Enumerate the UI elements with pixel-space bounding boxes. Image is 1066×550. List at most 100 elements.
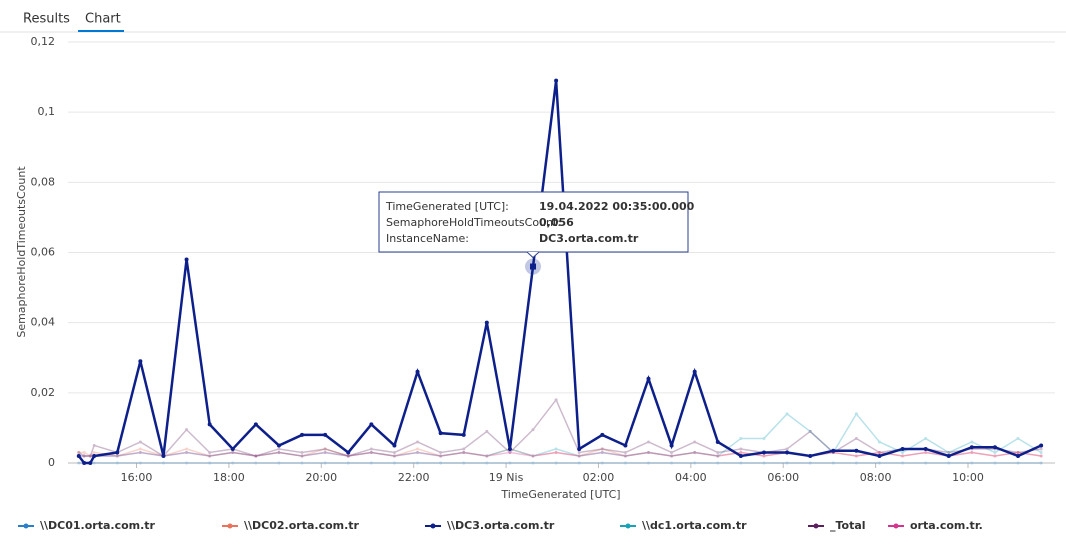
point	[600, 432, 605, 437]
tab[interactable]: Chart	[85, 12, 121, 27]
legend-dot	[430, 523, 436, 529]
point	[300, 461, 304, 465]
point	[277, 461, 281, 465]
x-tick-label: 19 Nis	[489, 471, 524, 484]
point	[531, 454, 535, 458]
point	[854, 461, 858, 465]
point	[485, 454, 489, 458]
tab[interactable]: Results	[23, 12, 70, 27]
point	[300, 450, 304, 454]
point	[461, 432, 466, 437]
point	[346, 461, 350, 465]
point	[277, 450, 281, 454]
point	[439, 461, 443, 465]
point	[762, 436, 766, 440]
legend-label: orta.com.tr.	[910, 519, 983, 532]
point	[808, 461, 812, 465]
point	[646, 461, 650, 465]
point	[993, 454, 997, 458]
point	[346, 454, 350, 458]
point	[924, 461, 928, 465]
point	[739, 461, 743, 465]
point	[947, 461, 951, 465]
point	[600, 447, 604, 451]
point	[969, 445, 974, 450]
point	[88, 454, 92, 458]
point	[138, 440, 142, 444]
point	[531, 461, 535, 465]
point	[600, 447, 604, 451]
tooltip-pointer	[526, 251, 540, 259]
x-tick-label: 06:00	[767, 471, 799, 484]
tooltip-label: SemaphoreHoldTimeoutsCount:	[386, 216, 561, 229]
point	[185, 450, 189, 454]
point	[185, 461, 189, 465]
point	[716, 450, 720, 454]
point	[716, 454, 720, 458]
y-tick-label: 0,08	[31, 175, 56, 188]
point	[970, 440, 974, 444]
point	[92, 453, 97, 458]
point	[854, 454, 858, 458]
series-line	[78, 398, 1042, 457]
point	[231, 450, 235, 454]
point	[1016, 450, 1020, 454]
point	[439, 454, 443, 458]
point	[970, 450, 974, 454]
point	[1039, 447, 1043, 451]
point	[670, 454, 674, 458]
point	[877, 453, 882, 458]
point	[485, 454, 489, 458]
point	[115, 461, 119, 465]
point	[669, 443, 674, 448]
point	[462, 450, 466, 454]
tooltip-box	[378, 191, 689, 253]
point	[208, 454, 212, 458]
y-tick-label: 0	[48, 456, 55, 469]
point	[716, 454, 720, 458]
point	[877, 450, 881, 454]
point	[531, 428, 535, 432]
point	[254, 454, 258, 458]
point	[392, 443, 397, 448]
point	[808, 429, 812, 433]
point	[854, 436, 858, 440]
series	[77, 412, 1043, 458]
point	[416, 450, 420, 454]
point	[808, 429, 812, 433]
point	[531, 454, 535, 458]
point	[646, 450, 650, 454]
point	[508, 450, 512, 454]
point	[138, 450, 142, 454]
point	[623, 450, 627, 454]
point	[901, 461, 905, 465]
point	[600, 450, 604, 454]
point	[323, 432, 328, 437]
point	[554, 450, 558, 454]
series-line	[77, 80, 1042, 465]
point	[392, 454, 396, 458]
point	[1016, 436, 1020, 440]
point	[369, 447, 373, 451]
point	[762, 454, 766, 458]
point	[161, 461, 165, 465]
point	[485, 461, 489, 465]
point	[877, 450, 881, 454]
point	[1039, 443, 1044, 448]
point	[531, 454, 535, 458]
point	[323, 461, 327, 465]
tab-underline	[78, 30, 124, 32]
point	[508, 461, 512, 465]
point	[947, 450, 951, 454]
point	[369, 450, 373, 454]
point	[439, 450, 443, 454]
point	[854, 412, 858, 416]
point	[646, 440, 650, 444]
point	[462, 461, 466, 465]
point	[253, 422, 258, 427]
hover-point	[530, 263, 537, 270]
point	[854, 448, 859, 453]
point	[924, 450, 928, 454]
